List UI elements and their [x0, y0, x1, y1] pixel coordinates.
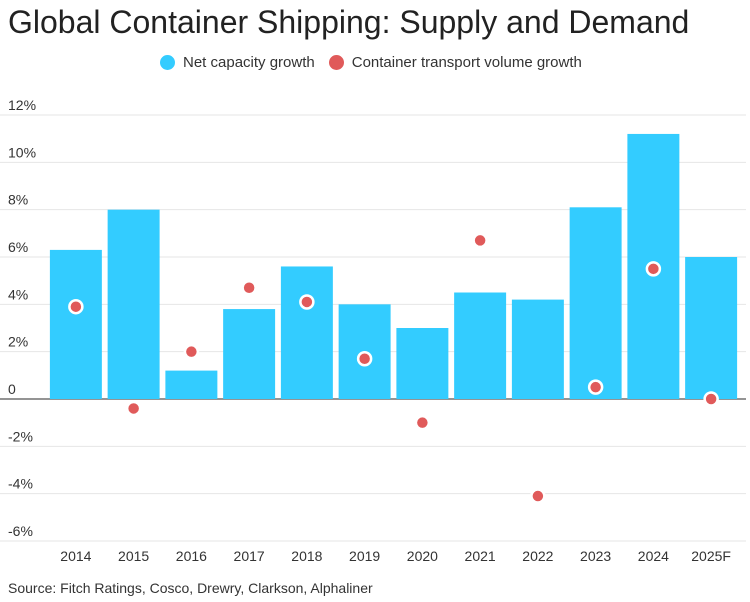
bar-net-capacity-2017 [223, 309, 276, 399]
chart-title: Global Container Shipping: Supply and De… [8, 4, 690, 40]
bar-net-capacity-2014 [49, 249, 102, 399]
point-volume-growth-2025F [703, 391, 719, 407]
bar-net-capacity-2021 [454, 292, 507, 399]
point-volume-growth-2017 [241, 280, 257, 296]
y-tick-label: 10% [8, 144, 36, 160]
bar-net-capacity-2015 [107, 209, 160, 399]
x-tick-label: 2017 [234, 548, 265, 564]
y-tick-label: 0 [8, 381, 16, 397]
bar-net-capacity-2018 [280, 266, 333, 399]
point-volume-growth-2024 [645, 261, 662, 277]
bar-net-capacity-2022 [511, 299, 564, 399]
x-tick-label: 2021 [465, 548, 496, 564]
point-volume-growth-2022 [530, 488, 546, 504]
point-volume-growth-2021 [472, 232, 488, 249]
point-volume-growth-2014 [68, 298, 84, 315]
legend-label-capacity: Net capacity growth [183, 54, 315, 71]
legend-label-volume: Container transport volume growth [351, 54, 582, 71]
y-tick-label: -6% [8, 523, 33, 539]
y-tick-label: 4% [8, 286, 28, 302]
bar-net-capacity-2016 [165, 370, 218, 399]
x-tick-label: 2014 [60, 548, 91, 564]
x-tick-label: 2018 [291, 548, 322, 564]
point-volume-growth-2023 [587, 379, 604, 395]
y-tick-label: 12% [8, 97, 36, 113]
point-volume-growth-2019 [356, 351, 373, 367]
x-tick-label: 2023 [580, 548, 611, 564]
legend-item-capacity: Net capacity growth [160, 54, 315, 71]
y-tick-label: 6% [8, 239, 28, 255]
point-volume-growth-2016 [183, 343, 200, 360]
x-tick-label: 2025F [691, 548, 731, 564]
x-tick-label: 2015 [118, 548, 149, 564]
y-tick-label: 2% [8, 334, 28, 350]
bar-net-capacity-2020 [396, 328, 449, 399]
point-volume-growth-2018 [299, 294, 315, 310]
point-volume-growth-2015 [125, 400, 142, 417]
x-tick-label: 2022 [522, 548, 553, 564]
legend: Net capacity growth Container transport … [160, 54, 582, 71]
y-tick-label: -4% [8, 476, 33, 492]
legend-swatch-capacity [160, 55, 175, 70]
bar-net-capacity-2025F [685, 257, 738, 399]
x-tick-label: 2016 [176, 548, 207, 564]
legend-item-volume: Container transport volume growth [328, 54, 582, 71]
legend-swatch-volume [328, 55, 344, 70]
x-tick-label: 2024 [638, 548, 669, 564]
x-tick-label: 2019 [349, 548, 380, 564]
source-note: Source: Fitch Ratings, Cosco, Drewry, Cl… [8, 580, 373, 596]
bar-net-capacity-2023 [569, 207, 622, 399]
point-volume-growth-2020 [414, 414, 431, 431]
y-tick-label: -2% [8, 428, 33, 444]
y-tick-label: 8% [8, 192, 28, 208]
x-tick-label: 2020 [407, 548, 438, 564]
